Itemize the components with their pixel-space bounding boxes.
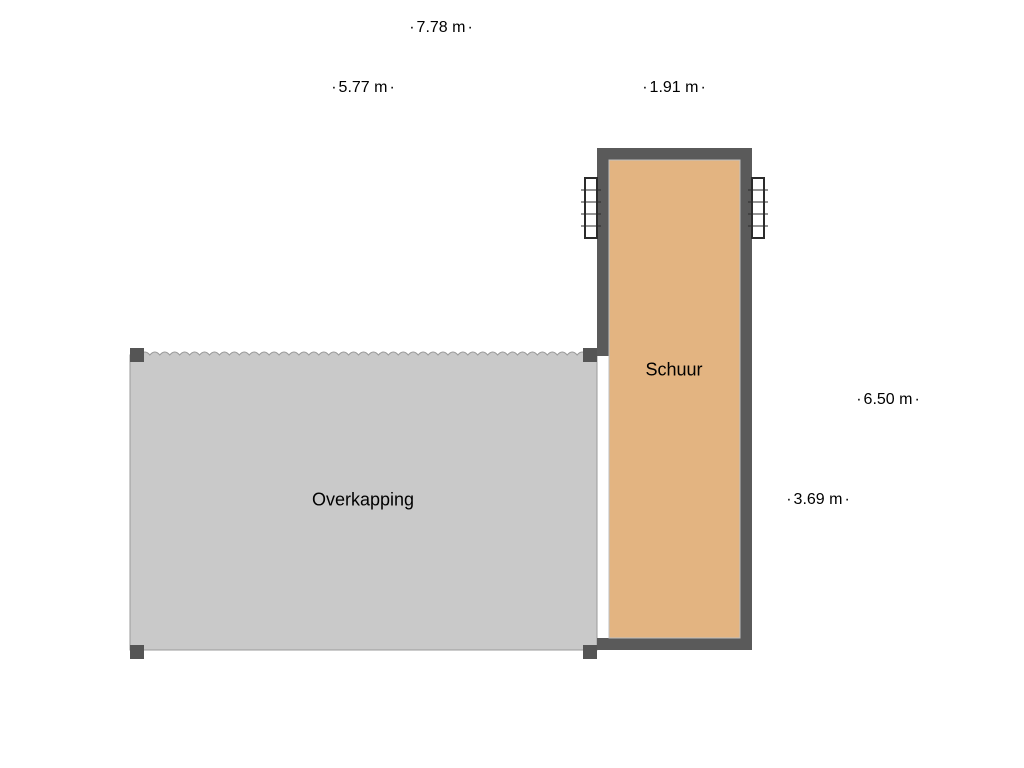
schuur-wall-bottom [597, 638, 752, 650]
floorplan-canvas: 7.78 m 5.77 m 1.91 m 6.50 m 3.69 m Overk… [0, 0, 1024, 768]
floorplan-svg [0, 0, 1024, 768]
overkapping-post [583, 348, 597, 362]
label-schuur: Schuur [645, 360, 702, 381]
schuur-wall-left-upper [597, 148, 609, 356]
dim-total-width: 7.78 m [407, 19, 475, 37]
overkapping-post [130, 645, 144, 659]
schuur-wall-right [740, 148, 752, 650]
dim-overkapping-width: 5.77 m [329, 79, 397, 97]
overkapping-post [583, 645, 597, 659]
window-icon [752, 178, 764, 238]
dim-overkapping-height: 3.69 m [784, 491, 852, 509]
schuur-area [609, 160, 740, 638]
overkapping-post [130, 348, 144, 362]
window-icon [585, 178, 597, 238]
schuur-wall-left-lower [597, 644, 609, 650]
dim-schuur-width: 1.91 m [640, 79, 708, 97]
dim-schuur-height: 6.50 m [854, 391, 922, 409]
label-overkapping: Overkapping [312, 490, 414, 511]
schuur-wall-top [597, 148, 752, 160]
